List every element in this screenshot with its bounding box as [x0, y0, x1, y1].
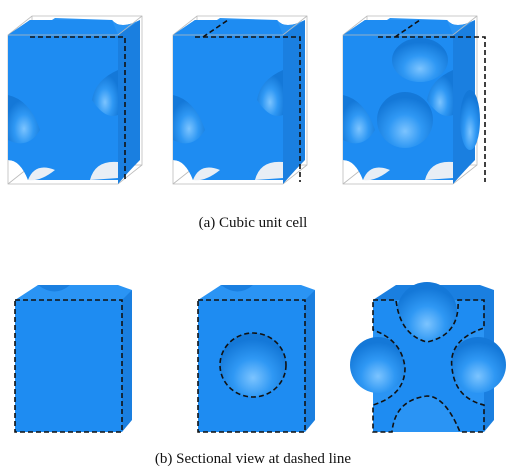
caption: (b) Sectional view at dashed line: [155, 451, 352, 467]
caption: (a) Cubic unit cell: [199, 215, 308, 231]
